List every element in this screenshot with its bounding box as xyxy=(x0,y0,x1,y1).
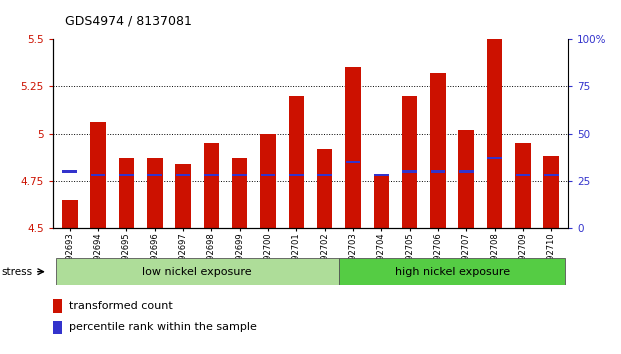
Bar xyxy=(345,161,360,163)
Bar xyxy=(339,258,565,285)
Bar xyxy=(515,143,531,228)
Bar xyxy=(147,158,163,228)
Bar xyxy=(53,320,62,334)
Bar xyxy=(147,174,162,176)
Bar xyxy=(487,39,502,228)
Bar xyxy=(402,96,417,228)
Bar xyxy=(175,164,191,228)
Bar xyxy=(176,174,191,176)
Bar xyxy=(458,130,474,228)
Bar xyxy=(261,174,276,176)
Bar xyxy=(374,174,389,176)
Bar xyxy=(543,156,559,228)
Bar xyxy=(430,170,445,173)
Bar xyxy=(260,134,276,228)
Text: transformed count: transformed count xyxy=(69,301,173,311)
Text: high nickel exposure: high nickel exposure xyxy=(394,267,510,277)
Bar xyxy=(91,174,106,176)
Bar xyxy=(62,200,78,228)
Bar xyxy=(232,158,248,228)
Bar xyxy=(119,174,134,176)
Bar xyxy=(430,73,446,228)
Bar xyxy=(232,174,247,176)
Bar xyxy=(544,174,559,176)
Bar xyxy=(204,174,219,176)
Bar xyxy=(459,170,474,173)
Bar xyxy=(204,143,219,228)
Bar xyxy=(317,149,332,228)
Text: percentile rank within the sample: percentile rank within the sample xyxy=(69,322,257,332)
Bar xyxy=(345,67,361,228)
Bar xyxy=(402,170,417,173)
Bar xyxy=(53,299,62,313)
Text: stress: stress xyxy=(1,267,32,277)
Bar xyxy=(373,175,389,228)
Bar xyxy=(289,174,304,176)
Bar xyxy=(317,174,332,176)
Bar xyxy=(487,157,502,159)
Bar xyxy=(62,170,77,173)
Bar xyxy=(515,174,530,176)
Bar xyxy=(90,122,106,228)
Text: low nickel exposure: low nickel exposure xyxy=(142,267,252,277)
Text: GDS4974 / 8137081: GDS4974 / 8137081 xyxy=(65,14,192,27)
Bar xyxy=(289,96,304,228)
Bar xyxy=(119,158,134,228)
Bar xyxy=(56,258,339,285)
